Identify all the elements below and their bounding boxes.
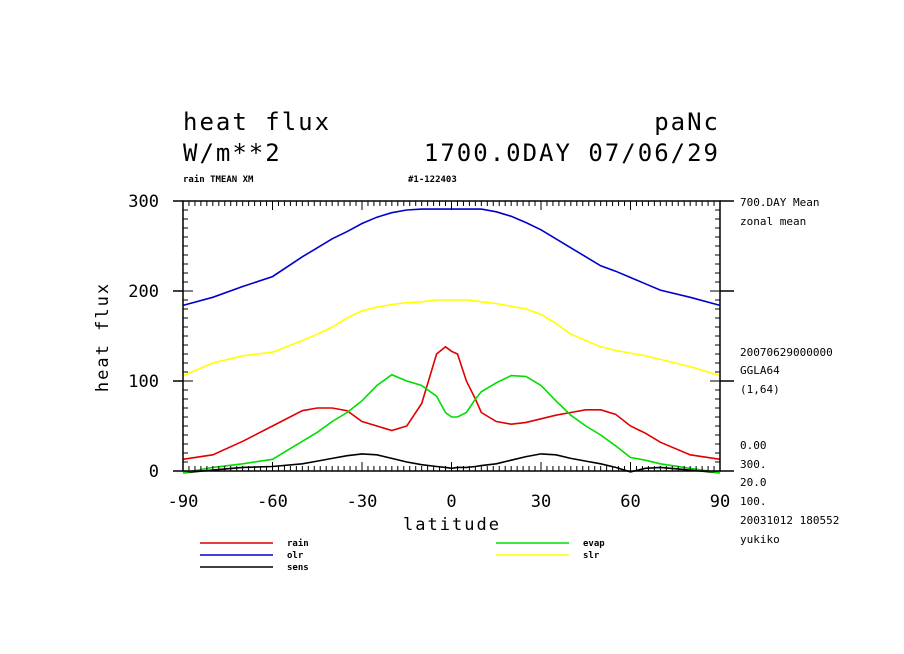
- time-label: 1700.0DAY 07/06/29: [424, 139, 720, 167]
- legend-label-olr: olr: [287, 551, 304, 561]
- legend: rain olr sens evap slr: [200, 538, 605, 573]
- series-layer: [182, 208, 721, 474]
- side-info-line: 300.: [740, 458, 767, 471]
- legend-label-sens: sens: [287, 563, 309, 573]
- x-tick-label: 30: [531, 492, 551, 512]
- series-line-olr: [182, 208, 721, 307]
- x-tick-label: 0: [446, 492, 456, 512]
- side-info-line: 20.0: [740, 476, 767, 489]
- series-line-sens: [182, 453, 721, 474]
- x-axis-label: latitude: [403, 515, 501, 535]
- legend-label-rain: rain: [287, 538, 309, 549]
- series-line-rain: [182, 345, 721, 461]
- x-tick-label: 90: [710, 492, 730, 512]
- side-info: 700.DAY Mean zonal mean 20070629000000 G…: [740, 196, 839, 546]
- series-line-slr: [182, 299, 721, 377]
- x-tick-label: 60: [620, 492, 640, 512]
- chart-units: W/m**2: [183, 139, 282, 167]
- side-info-line: GGLA64: [740, 364, 780, 377]
- side-info-line: (1,64): [740, 383, 780, 396]
- series-line-evap: [182, 373, 721, 474]
- side-info-line: zonal mean: [740, 215, 806, 228]
- legend-label-slr: slr: [583, 551, 600, 561]
- side-info-line: yukiko: [740, 533, 780, 546]
- subtitle-mid: #1-122403: [408, 175, 457, 185]
- chart-title: heat flux: [183, 108, 331, 136]
- side-info-line: 20031012 180552: [740, 514, 839, 527]
- x-tick-label: -30: [347, 492, 378, 512]
- side-info-line: 700.DAY Mean: [740, 196, 819, 209]
- side-info-line: 0.00: [740, 439, 767, 452]
- legend-label-evap: evap: [583, 539, 605, 549]
- axes-layer: -90 -60 -30 0 30 60 90 0 100 200 300: [128, 192, 734, 512]
- subtitle-left: rain TMEAN XM: [183, 174, 254, 185]
- side-info-line: 20070629000000: [740, 346, 833, 359]
- y-tick-label: 100: [128, 372, 159, 392]
- y-tick-label: 200: [128, 282, 159, 302]
- x-tick-label: -60: [257, 492, 288, 512]
- x-tick-label: -90: [168, 492, 199, 512]
- y-tick-label: 0: [149, 462, 159, 482]
- model-name: paNc: [654, 108, 720, 136]
- y-tick-label: 300: [128, 192, 159, 212]
- y-axis-label: heat flux: [93, 282, 113, 392]
- side-info-line: 100.: [740, 495, 767, 508]
